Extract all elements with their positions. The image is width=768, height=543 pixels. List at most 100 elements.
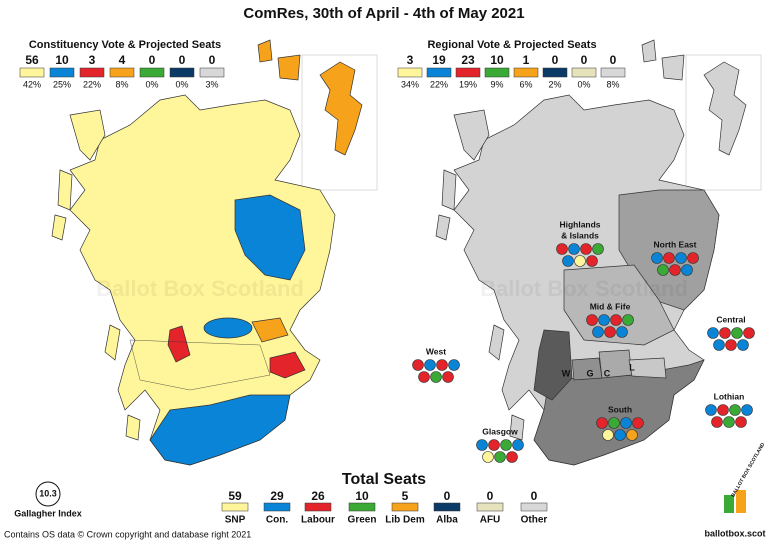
seat-dot <box>586 255 598 267</box>
seat-dot <box>608 417 620 429</box>
region-label: & Islands <box>561 230 599 240</box>
seat-count: 0 <box>552 53 559 67</box>
logo-box <box>736 490 746 513</box>
map-letter: G <box>586 368 593 378</box>
constituency-map <box>51 39 378 466</box>
seat-dot <box>626 429 638 441</box>
seat-count: 0 <box>179 53 186 67</box>
vote-share: 8% <box>606 79 619 89</box>
total-seats: 0 <box>487 489 494 503</box>
seat-dot <box>687 252 699 264</box>
seat-dot <box>713 339 725 351</box>
panel-heading: Constituency Vote & Projected Seats <box>29 39 221 51</box>
party-swatch <box>397 67 423 78</box>
party-swatch <box>571 67 597 78</box>
seat-dot <box>602 429 614 441</box>
party-swatch <box>484 67 510 78</box>
seat-count: 0 <box>610 53 617 67</box>
seat-dot <box>723 416 735 428</box>
seat-dot <box>707 327 719 339</box>
site: ballotbox.scot <box>704 528 765 538</box>
seat-dot <box>448 359 460 371</box>
seat-dot <box>663 252 675 264</box>
seat-dot <box>731 327 743 339</box>
seat-dot <box>610 314 622 326</box>
seat-dot <box>568 243 580 255</box>
seat-dot <box>476 439 488 451</box>
seat-dot <box>424 359 436 371</box>
vote-share: 2% <box>548 79 561 89</box>
party-name: AFU <box>480 515 501 526</box>
party-swatch <box>476 502 504 512</box>
vote-share: 42% <box>23 79 41 89</box>
party-name: Con. <box>266 515 288 526</box>
party-swatch <box>79 67 105 78</box>
vote-share: 19% <box>459 79 477 89</box>
total-seats: 5 <box>402 489 409 503</box>
seat-count: 3 <box>89 53 96 67</box>
region-label: West <box>426 346 446 356</box>
seat-dot <box>574 255 586 267</box>
seat-dot <box>711 416 723 428</box>
seat-count: 3 <box>407 53 414 67</box>
seat-dot <box>592 326 604 338</box>
party-swatch <box>139 67 165 78</box>
region-label: Central <box>716 314 745 324</box>
party-swatch <box>455 67 481 78</box>
party-swatch <box>263 502 291 512</box>
seat-dot <box>669 264 681 276</box>
seat-dot <box>586 314 598 326</box>
party-swatch <box>600 67 626 78</box>
total-seats: 0 <box>531 489 538 503</box>
seat-dot <box>741 404 753 416</box>
seat-dot <box>622 314 634 326</box>
seat-dot <box>614 429 626 441</box>
seat-dot <box>412 359 424 371</box>
party-name: SNP <box>225 515 246 526</box>
seat-dot <box>512 439 524 451</box>
seat-count: 0 <box>149 53 156 67</box>
seat-count: 0 <box>581 53 588 67</box>
seat-count: 56 <box>25 53 39 67</box>
party-swatch <box>221 502 249 512</box>
party-name: Alba <box>436 515 458 526</box>
party-swatch <box>426 67 452 78</box>
watermark: Ballot Box Scotland <box>480 276 688 301</box>
party-swatch <box>304 502 332 512</box>
seat-count: 0 <box>209 53 216 67</box>
seat-dot <box>743 327 755 339</box>
map-letters: W G CL <box>562 362 636 378</box>
vote-share: 25% <box>53 79 71 89</box>
footer: Contains OS data © Crown copyright and d… <box>4 529 251 539</box>
seat-dot <box>580 243 592 255</box>
seat-dot <box>436 359 448 371</box>
gallagher-label: Gallagher Index <box>14 508 82 518</box>
seat-dot <box>604 326 616 338</box>
title: ComRes, 30th of April - 4th of May 2021 <box>243 5 524 22</box>
region-label: South <box>608 404 632 414</box>
party-swatch <box>109 67 135 78</box>
seat-dot <box>737 339 749 351</box>
party-swatch <box>199 67 225 78</box>
seat-dot <box>651 252 663 264</box>
region-label: Highlands <box>559 219 600 229</box>
gallagher-value: 10.3 <box>39 488 57 498</box>
seat-count: 19 <box>432 53 446 67</box>
region-label: Lothian <box>714 391 745 401</box>
total-seats: 29 <box>270 489 284 503</box>
seat-dot <box>482 451 494 463</box>
party-swatch <box>19 67 45 78</box>
party-swatch <box>391 502 419 512</box>
party-name: Other <box>521 515 548 526</box>
seat-dot <box>596 417 608 429</box>
seat-dot <box>705 404 717 416</box>
party-swatch <box>433 502 461 512</box>
seat-dot <box>494 451 506 463</box>
seat-dot <box>657 264 669 276</box>
region-label: Glasgow <box>482 426 518 436</box>
map-letter: C <box>604 368 611 378</box>
seat-dot <box>488 439 500 451</box>
seat-dot <box>430 371 442 383</box>
gallagher-badge <box>35 481 61 507</box>
